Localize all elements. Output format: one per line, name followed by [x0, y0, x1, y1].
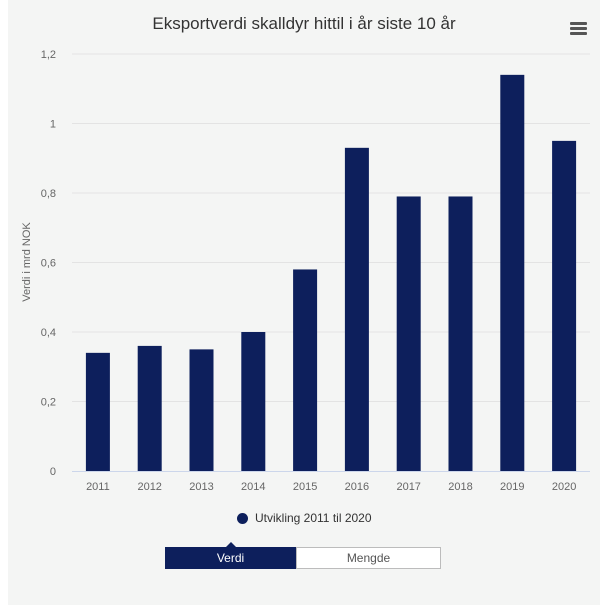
bar — [344, 147, 369, 471]
y-tick-label: 0 — [50, 466, 56, 478]
chart-title: Eksportverdi skalldyr hittil i år siste … — [152, 14, 456, 33]
bar — [189, 349, 214, 471]
x-tick-label: 2019 — [500, 481, 524, 493]
menu-line — [570, 32, 587, 35]
bar — [85, 352, 110, 471]
menu-line — [570, 27, 587, 30]
bar — [552, 140, 577, 471]
bar — [448, 196, 473, 471]
x-tick-label: 2016 — [345, 481, 369, 493]
legend-label: Utvikling 2011 til 2020 — [255, 511, 372, 525]
bar — [293, 269, 318, 471]
x-tick-label: 2018 — [448, 481, 472, 493]
y-tick-label: 1,2 — [41, 49, 56, 61]
menu-line — [570, 22, 587, 25]
x-tick-label: 2012 — [137, 481, 161, 493]
x-tick-label: 2017 — [396, 481, 420, 493]
bar — [241, 332, 266, 471]
x-tick-label: 2013 — [189, 481, 213, 493]
x-tick-label: 2015 — [293, 481, 317, 493]
x-tick-label: 2020 — [552, 481, 576, 493]
bar — [396, 196, 421, 471]
view-toggle: Verdi Mengde — [165, 542, 441, 569]
mengde-button[interactable]: Mengde — [296, 547, 441, 569]
y-tick-label: 0,2 — [41, 397, 56, 409]
y-tick-label: 0,4 — [41, 327, 56, 339]
legend-item[interactable]: Utvikling 2011 til 2020 — [237, 511, 372, 525]
legend-dot-icon — [237, 512, 248, 524]
x-tick-label: 2011 — [86, 481, 110, 493]
y-tick-label: 0,8 — [41, 188, 56, 200]
x-tick-label: 2014 — [241, 481, 265, 493]
y-tick-label: 0,6 — [41, 258, 56, 270]
hamburger-icon[interactable] — [570, 22, 587, 35]
bar — [137, 345, 162, 471]
y-axis-label: Verdi i mrd NOK — [21, 222, 33, 302]
bar — [500, 74, 525, 471]
verdi-button[interactable]: Verdi — [165, 542, 296, 569]
y-tick-label: 1 — [50, 119, 56, 131]
